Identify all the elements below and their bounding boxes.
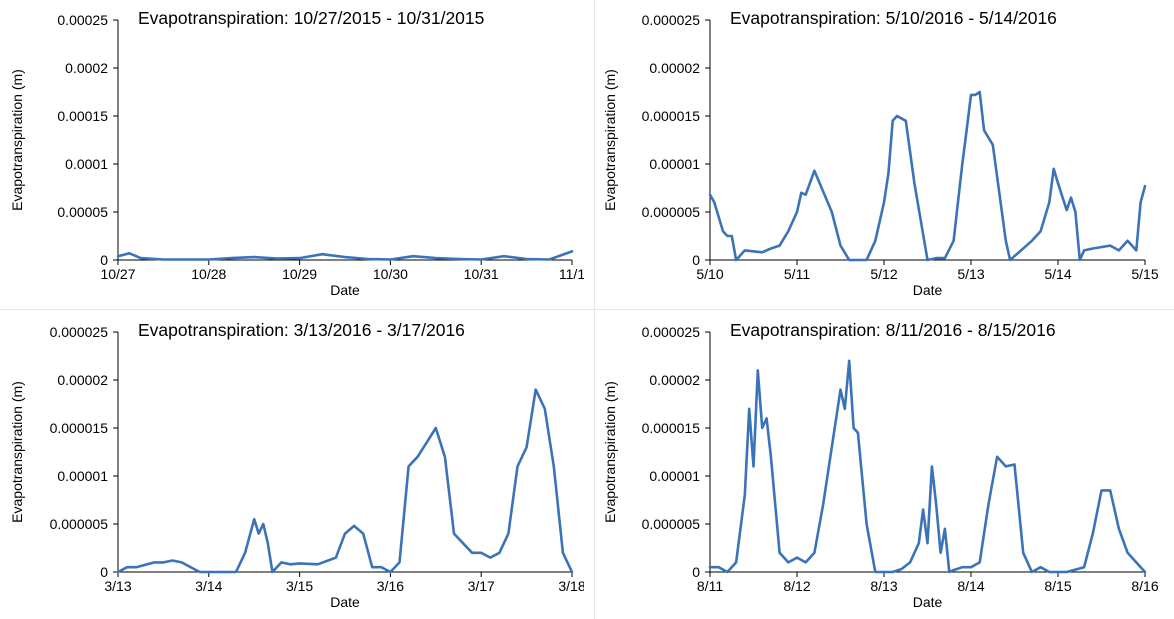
y-tick-label: 0.00002 bbox=[57, 372, 108, 388]
x-tick-label: 10/28 bbox=[191, 266, 226, 282]
series-line bbox=[708, 90, 1147, 262]
x-tick-label: 5/12 bbox=[870, 266, 897, 282]
x-axis-label: Date bbox=[913, 282, 943, 298]
chart-panel-bottom-right: 0 0.000005 0.00001 0.000015 0.00002 0.000025 8… bbox=[597, 313, 1167, 613]
x-tick-label: 11/1 bbox=[559, 266, 584, 282]
x-tick-label: 8/13 bbox=[870, 578, 897, 594]
x-tick-label: 5/15 bbox=[1131, 266, 1158, 282]
chart-svg: 0 0.000005 0.00001 0.000015 0.00002 0.000025 8… bbox=[602, 320, 1159, 610]
y-tick-label: 0 bbox=[692, 252, 700, 268]
y-tick-label: 0.0001 bbox=[65, 156, 108, 172]
y-tick-label: 0.000015 bbox=[50, 420, 109, 436]
series-line bbox=[116, 250, 574, 261]
y-tick-label: 0.000025 bbox=[642, 324, 701, 340]
x-axis-label: Date bbox=[330, 594, 360, 610]
chart-title: Evapotranspiration: 3/13/2016 - 3/17/201… bbox=[138, 320, 465, 340]
y-tick-label: 0 bbox=[692, 564, 700, 580]
x-axis-label: Date bbox=[330, 282, 360, 298]
x-tick-label: 5/11 bbox=[784, 266, 810, 282]
chart-title: Evapotranspiration: 5/10/2016 - 5/14/201… bbox=[730, 8, 1057, 28]
y-axis-label: Evapotranspiration (m) bbox=[602, 69, 618, 211]
chart-panel-top-left: 0 0.00005 0.0001 0.00015 0.0002 0.00025 10/27 1… bbox=[4, 2, 585, 302]
chart-panel-bottom-left: 0 0.000005 0.00001 0.000015 0.00002 0.000025 3… bbox=[4, 313, 586, 613]
y-tick-label: 0.00002 bbox=[649, 60, 700, 76]
y-tick-label: 0.000015 bbox=[642, 420, 701, 436]
y-tick-label: 0 bbox=[100, 252, 108, 268]
x-tick-label: 10/31 bbox=[464, 266, 499, 282]
y-tick-label: 0.00025 bbox=[57, 12, 108, 28]
chart-title: Evapotranspiration: 10/27/2015 - 10/31/2… bbox=[138, 8, 484, 28]
x-tick-label: 5/13 bbox=[957, 266, 984, 282]
y-tick-label: 0.000025 bbox=[50, 324, 109, 340]
y-tick-label: 0.00001 bbox=[649, 468, 700, 484]
x-tick-label: 10/30 bbox=[373, 266, 408, 282]
chart-svg: 0 0.000005 0.00001 0.000015 0.00002 0.000025 5… bbox=[602, 8, 1159, 298]
y-tick-label: 0.000005 bbox=[642, 204, 701, 220]
y-axis-label: Evapotranspiration (m) bbox=[602, 381, 618, 523]
x-axis-label: Date bbox=[913, 594, 943, 610]
y-tick-label: 0.000005 bbox=[642, 516, 701, 532]
y-tick-label: 0.00005 bbox=[57, 204, 108, 220]
x-tick-label: 8/15 bbox=[1044, 578, 1071, 594]
y-tick-label: 0.000025 bbox=[642, 12, 701, 28]
y-tick-label: 0.000015 bbox=[642, 108, 701, 124]
series-line bbox=[116, 388, 574, 574]
x-tick-label: 10/27 bbox=[100, 266, 135, 282]
x-tick-label: 3/17 bbox=[468, 578, 495, 594]
x-tick-label: 5/14 bbox=[1044, 266, 1071, 282]
x-tick-label: 8/14 bbox=[957, 578, 984, 594]
x-tick-label: 3/14 bbox=[195, 578, 222, 594]
chart-title: Evapotranspiration: 8/11/2016 - 8/15/201… bbox=[730, 320, 1056, 340]
x-tick-label: 3/13 bbox=[104, 578, 131, 594]
y-tick-label: 0.00001 bbox=[57, 468, 108, 484]
horizontal-divider bbox=[0, 309, 1174, 310]
x-tick-label: 3/16 bbox=[377, 578, 404, 594]
y-axis-label: Evapotranspiration (m) bbox=[9, 69, 25, 211]
x-tick-label: 3/15 bbox=[286, 578, 313, 594]
x-tick-label: 8/16 bbox=[1131, 578, 1158, 594]
y-axis-label: Evapotranspiration (m) bbox=[9, 381, 25, 523]
y-tick-label: 0.00001 bbox=[649, 156, 700, 172]
x-tick-label: 8/11 bbox=[697, 578, 723, 594]
x-tick-label: 8/12 bbox=[783, 578, 810, 594]
x-tick-label: 10/29 bbox=[282, 266, 317, 282]
y-tick-label: 0 bbox=[100, 564, 108, 580]
x-tick-label: 5/10 bbox=[696, 266, 723, 282]
y-tick-label: 0.0002 bbox=[65, 60, 108, 76]
chart-svg: 0 0.000005 0.00001 0.000015 0.00002 0.000025 3… bbox=[9, 320, 586, 610]
y-tick-label: 0.00002 bbox=[649, 372, 700, 388]
series-line bbox=[708, 359, 1147, 574]
chart-svg: 0 0.00005 0.0001 0.00015 0.0002 0.00025 10/27 1… bbox=[9, 8, 585, 298]
y-tick-label: 0.000005 bbox=[50, 516, 109, 532]
y-tick-label: 0.00015 bbox=[57, 108, 108, 124]
x-tick-label: 3/18 bbox=[558, 578, 584, 594]
chart-panel-top-right: 0 0.000005 0.00001 0.000015 0.00002 0.000025 5… bbox=[597, 2, 1167, 302]
